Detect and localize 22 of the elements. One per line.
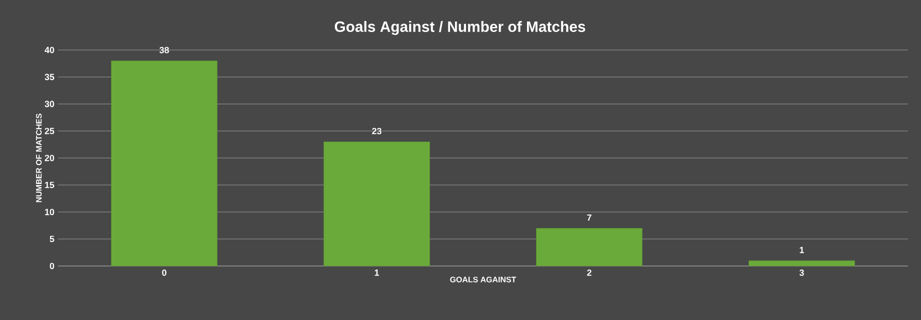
y-tick-label: 40	[44, 46, 54, 54]
data-label: 38	[159, 46, 169, 54]
x-tick-label: 1	[374, 270, 379, 276]
y-tick-label: 0	[50, 262, 54, 270]
y-tick-label: 30	[44, 100, 54, 108]
y-tick-label: 25	[44, 128, 54, 134]
y-tick-label: 35	[44, 74, 54, 80]
bar	[111, 60, 218, 266]
y-tick-label: 5	[50, 236, 54, 242]
data-label: 7	[587, 214, 592, 221]
y-tick-label: 15	[45, 182, 54, 188]
y-tick-label: 10	[45, 208, 54, 216]
x-tick-label: 0	[162, 270, 166, 276]
x-tick-label: 3	[799, 270, 804, 276]
bar	[324, 142, 430, 266]
bar	[748, 260, 855, 266]
x-tick-label: 2	[587, 270, 592, 276]
data-label: 1	[800, 246, 804, 254]
data-label: 23	[372, 128, 382, 134]
y-tick-label: 20	[44, 154, 54, 162]
bar	[536, 228, 642, 266]
chart-title: Goals Against / Number of Matches	[334, 21, 586, 35]
